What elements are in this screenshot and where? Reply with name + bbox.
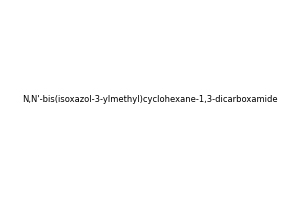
Text: N,N'-bis(isoxazol-3-ylmethyl)cyclohexane-1,3-dicarboxamide: N,N'-bis(isoxazol-3-ylmethyl)cyclohexane…	[22, 96, 278, 104]
